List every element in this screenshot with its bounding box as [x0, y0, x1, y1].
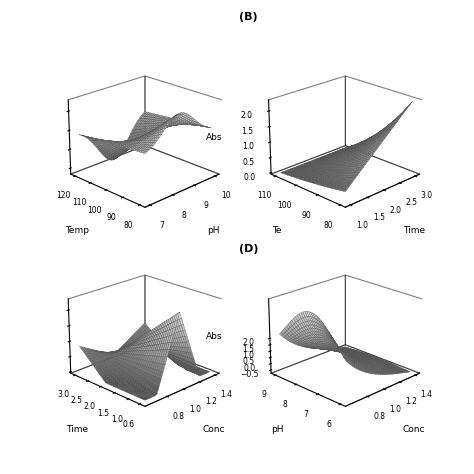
- X-axis label: Time: Time: [402, 226, 425, 235]
- Text: (D): (D): [239, 244, 259, 254]
- Y-axis label: Te: Te: [272, 226, 282, 235]
- Y-axis label: Temp: Temp: [64, 226, 89, 235]
- Y-axis label: Time: Time: [65, 425, 88, 434]
- X-axis label: Conc: Conc: [402, 425, 425, 434]
- Text: (B): (B): [239, 12, 258, 22]
- X-axis label: pH: pH: [207, 226, 219, 235]
- Y-axis label: pH: pH: [271, 425, 283, 434]
- X-axis label: Conc: Conc: [202, 425, 225, 434]
